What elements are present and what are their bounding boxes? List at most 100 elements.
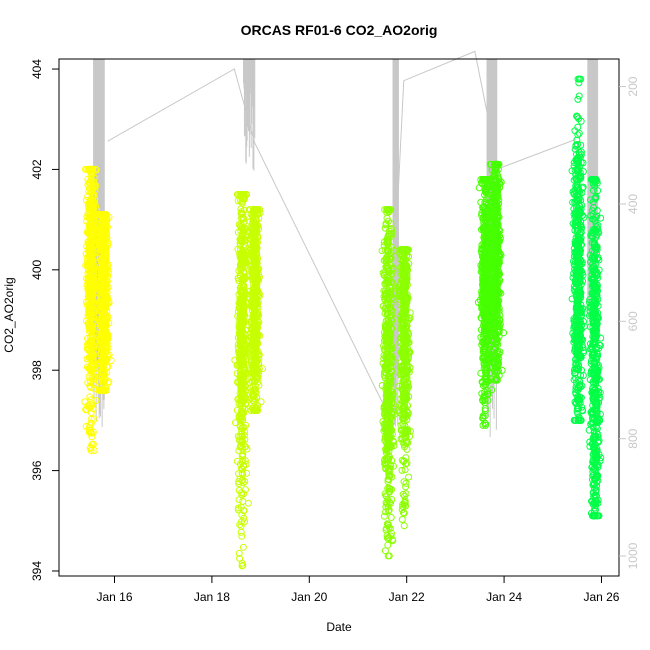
data-point — [402, 313, 410, 321]
data-point — [239, 438, 247, 446]
data-point — [493, 219, 501, 227]
data-point — [242, 335, 250, 343]
data-point — [402, 324, 410, 331]
data-point — [85, 354, 93, 362]
data-point — [87, 306, 95, 313]
data-point — [97, 348, 105, 356]
data-point — [574, 95, 582, 103]
data-point — [491, 184, 499, 192]
data-point — [478, 241, 486, 249]
data-point — [380, 351, 388, 359]
data-point — [383, 500, 391, 508]
data-point — [237, 425, 245, 433]
data-point — [253, 366, 261, 374]
data-point — [97, 265, 105, 273]
data-point — [482, 378, 490, 386]
data-point — [399, 420, 407, 428]
data-point — [492, 260, 500, 268]
data-point — [578, 201, 586, 209]
data-point — [240, 507, 248, 515]
data-point — [386, 304, 393, 312]
data-point — [233, 191, 241, 198]
data-point — [251, 226, 259, 233]
data-point — [491, 363, 499, 371]
data-point — [384, 316, 392, 324]
data-point — [244, 499, 252, 507]
data-point — [387, 243, 395, 251]
data-point — [251, 274, 259, 282]
data-point — [84, 201, 92, 209]
data-point — [481, 188, 489, 196]
data-point — [401, 343, 409, 351]
data-point — [492, 272, 500, 279]
data-point — [84, 402, 92, 410]
data-point — [574, 404, 582, 411]
data-point — [387, 355, 395, 363]
data-point — [249, 315, 257, 322]
data-point — [85, 230, 93, 238]
data-point — [574, 75, 582, 83]
data-point — [239, 215, 247, 222]
data-point — [400, 270, 408, 278]
data-point — [481, 396, 489, 404]
data-point — [481, 321, 489, 329]
data-point — [238, 562, 246, 570]
data-point — [94, 277, 102, 285]
data-point — [382, 445, 390, 453]
data-point — [96, 301, 104, 309]
data-point — [240, 366, 248, 374]
data-point — [574, 248, 582, 256]
data-point — [570, 332, 578, 340]
data-point — [491, 208, 499, 216]
data-point — [406, 309, 414, 317]
data-point — [493, 181, 501, 189]
data-point — [481, 329, 489, 337]
data-point — [481, 273, 488, 281]
data-point — [405, 473, 413, 481]
data-point — [482, 421, 490, 429]
data-point — [85, 364, 93, 372]
data-point — [237, 360, 245, 368]
data-point — [477, 369, 485, 377]
data-point — [385, 476, 393, 484]
data-point — [238, 198, 246, 206]
data-point — [573, 165, 581, 173]
data-point — [572, 356, 580, 364]
data-point — [574, 190, 582, 197]
data-point — [239, 273, 247, 281]
data-point — [386, 335, 394, 343]
data-point — [577, 172, 584, 180]
data-point — [482, 306, 490, 314]
data-point — [398, 516, 406, 523]
data-point — [387, 375, 395, 383]
data-point — [488, 312, 496, 320]
data-point — [492, 338, 500, 346]
data-point — [479, 414, 487, 422]
data-point — [249, 312, 257, 320]
data-point — [87, 165, 95, 173]
data-point — [571, 222, 579, 230]
data-point — [489, 284, 497, 292]
data-point — [240, 195, 247, 203]
data-point — [242, 486, 249, 494]
data-point — [577, 289, 585, 297]
data-point — [238, 559, 246, 567]
data-point — [577, 174, 585, 182]
data-point — [575, 333, 583, 341]
data-point — [477, 333, 485, 341]
data-point — [252, 298, 260, 306]
data-point — [84, 311, 92, 319]
data-point — [402, 479, 410, 487]
data-point — [577, 228, 585, 236]
data-point — [88, 281, 96, 288]
data-point — [382, 383, 390, 391]
data-point — [383, 532, 391, 539]
data-point — [386, 303, 394, 311]
data-point — [387, 300, 395, 308]
data-point — [90, 192, 97, 200]
data-point — [238, 491, 246, 499]
data-point — [488, 386, 496, 394]
data-point — [248, 339, 256, 347]
data-point — [574, 131, 582, 139]
data-point — [492, 306, 500, 314]
